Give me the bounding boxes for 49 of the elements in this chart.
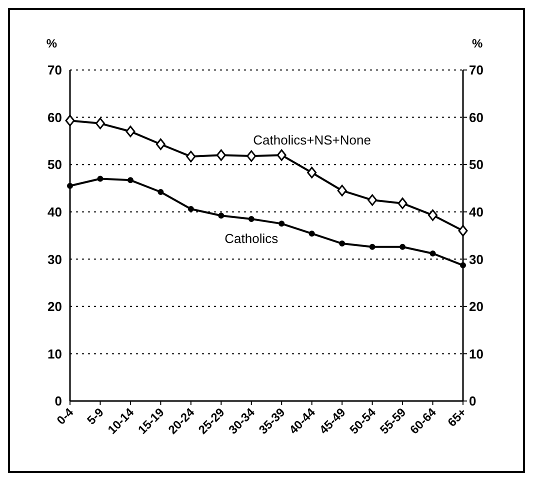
point — [428, 209, 438, 221]
y-tick-label: 50 — [48, 157, 62, 172]
y-tick-label: 10 — [48, 346, 62, 362]
point — [369, 244, 376, 250]
point — [430, 250, 436, 256]
point — [400, 244, 406, 250]
point — [126, 126, 136, 138]
point — [460, 262, 466, 268]
series-label: Catholics+NS+None — [253, 132, 371, 148]
point — [65, 114, 75, 126]
y2-tick-label: 70 — [469, 62, 484, 78]
point — [308, 230, 315, 237]
point — [339, 240, 346, 247]
y2-tick-label: 30 — [469, 252, 484, 267]
y2-tick-label: 20 — [469, 299, 484, 314]
y-tick-label: 20 — [48, 299, 62, 314]
point — [278, 220, 285, 227]
point — [218, 212, 224, 219]
point — [276, 149, 286, 161]
x-tick-label: 65+ — [444, 405, 470, 430]
point — [158, 188, 164, 195]
y2-tick-label: 40 — [469, 204, 484, 220]
y2-tick-label: 0 — [469, 394, 476, 409]
point — [127, 177, 134, 184]
point — [67, 182, 73, 189]
point — [186, 150, 196, 162]
point — [368, 194, 378, 206]
series-label: Catholics — [224, 230, 279, 246]
point — [188, 206, 194, 212]
y2-tick-label: 50 — [469, 157, 484, 172]
point — [95, 118, 105, 130]
y-tick-label: 60 — [48, 110, 62, 125]
x-tick-label: 5-9 — [84, 404, 107, 428]
y-tick-label: 40 — [48, 204, 62, 220]
point — [97, 176, 104, 182]
y-axis-title: % — [46, 36, 58, 51]
point — [337, 184, 347, 196]
point — [307, 166, 317, 178]
point — [248, 216, 254, 222]
y2-axis-title: % — [472, 36, 483, 51]
y-tick-label: 70 — [48, 62, 62, 78]
point — [216, 149, 226, 161]
y2-tick-label: 60 — [469, 110, 484, 125]
point — [398, 198, 408, 210]
point — [246, 150, 256, 162]
point — [458, 225, 468, 237]
point — [156, 138, 166, 150]
y2-tick-label: 10 — [469, 346, 484, 362]
y-tick-label: 30 — [48, 252, 62, 267]
